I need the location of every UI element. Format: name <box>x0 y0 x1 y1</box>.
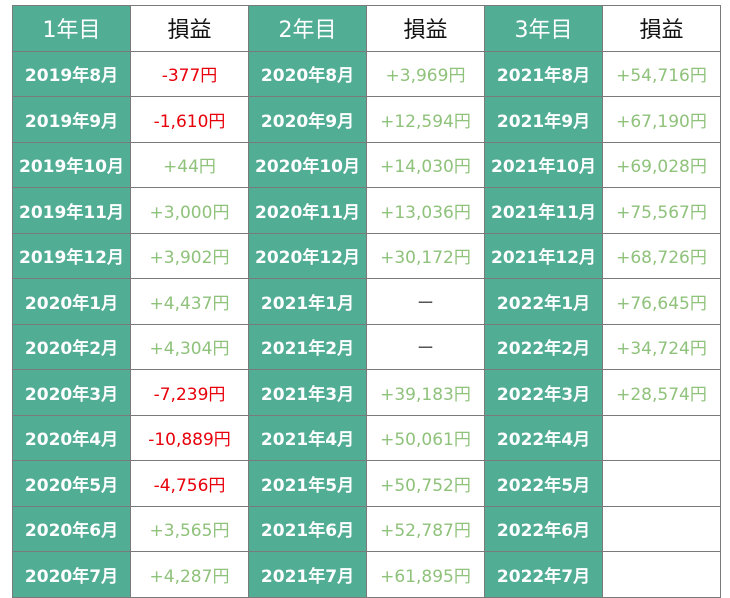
month-cell: 2021年5月 <box>248 460 367 507</box>
month-cell: 2019年9月 <box>12 96 131 143</box>
table-row: 2020年4月 -10,889円 2021年4月 +50,061円 2022年4月 <box>12 414 721 461</box>
month-cell: 2020年11月 <box>248 187 367 234</box>
pnl-value-cell: +61,895円 <box>366 551 485 598</box>
month-cell: 2019年11月 <box>12 187 131 234</box>
month-cell: 2022年3月 <box>484 369 603 416</box>
pnl-value-cell: +69,028円 <box>602 141 721 188</box>
pnl-value-cell: +34,724円 <box>602 323 721 370</box>
month-cell: 2021年3月 <box>248 369 367 416</box>
month-cell: 2021年4月 <box>248 414 367 461</box>
monthly-profit-loss-table: 1年目 損益 2年目 損益 3年目 損益 2019年8月 -377円 2020年8月… <box>12 5 721 598</box>
pnl-value-cell: +4,287円 <box>130 551 249 598</box>
empty-value-cell <box>602 460 721 507</box>
pnl-value-cell: +76,645円 <box>602 278 721 325</box>
month-cell: 2019年10月 <box>12 141 131 188</box>
month-cell: 2021年2月 <box>248 323 367 370</box>
pnl-value-cell: -1,610円 <box>130 96 249 143</box>
pnl-value-cell: -7,239円 <box>130 369 249 416</box>
month-cell: 2021年12月 <box>484 232 603 279</box>
month-cell: 2020年9月 <box>248 96 367 143</box>
empty-value-cell <box>602 414 721 461</box>
pnl-value-cell: -10,889円 <box>130 414 249 461</box>
pnl-value-cell: +4,437円 <box>130 278 249 325</box>
table-row: 2020年6月 +3,565円 2021年6月 +52,787円 2022年6月 <box>12 505 721 552</box>
empty-value-cell <box>602 551 721 598</box>
month-cell: 2021年10月 <box>484 141 603 188</box>
month-cell: 2020年10月 <box>248 141 367 188</box>
table-body: 2019年8月 -377円 2020年8月 +3,969円 2021年8月 +54,716… <box>12 50 721 598</box>
year-1-header: 1年目 <box>12 5 131 52</box>
pnl-value-cell: +14,030円 <box>366 141 485 188</box>
month-cell: 2021年6月 <box>248 505 367 552</box>
pnl-value-cell: +39,183円 <box>366 369 485 416</box>
month-cell: 2020年2月 <box>12 323 131 370</box>
table-row: 2020年5月 -4,756円 2021年5月 +50,752円 2022年5月 <box>12 460 721 507</box>
pnl-value-cell: +54,716円 <box>602 50 721 97</box>
pnl-value-cell: ー <box>366 278 485 325</box>
pnl-value-cell: ー <box>366 323 485 370</box>
month-cell: 2021年11月 <box>484 187 603 234</box>
month-cell: 2020年7月 <box>12 551 131 598</box>
month-cell: 2022年7月 <box>484 551 603 598</box>
empty-value-cell <box>602 505 721 552</box>
month-cell: 2020年5月 <box>12 460 131 507</box>
pnl-value-cell: +30,172円 <box>366 232 485 279</box>
pnl-value-cell: +4,304円 <box>130 323 249 370</box>
month-cell: 2020年8月 <box>248 50 367 97</box>
month-cell: 2019年8月 <box>12 50 131 97</box>
month-cell: 2021年7月 <box>248 551 367 598</box>
table-row: 2020年7月 +4,287円 2021年7月 +61,895円 2022年7月 <box>12 551 721 598</box>
pnl-value-cell: +50,061円 <box>366 414 485 461</box>
pnl-value-cell: +67,190円 <box>602 96 721 143</box>
pnl-value-cell: +3,565円 <box>130 505 249 552</box>
month-cell: 2021年9月 <box>484 96 603 143</box>
pnl-value-cell: -4,756円 <box>130 460 249 507</box>
month-cell: 2022年4月 <box>484 414 603 461</box>
profit-loss-sheet: 1年目 損益 2年目 損益 3年目 損益 2019年8月 -377円 2020年8月… <box>12 5 721 598</box>
month-cell: 2020年4月 <box>12 414 131 461</box>
pnl-value-cell: +3,969円 <box>366 50 485 97</box>
month-cell: 2020年6月 <box>12 505 131 552</box>
pnl-value-cell: +50,752円 <box>366 460 485 507</box>
month-cell: 2021年8月 <box>484 50 603 97</box>
pnl-value-cell: +3,000円 <box>130 187 249 234</box>
table-row: 2020年2月 +4,304円 2021年2月ー 2022年2月 +34,724円 <box>12 323 721 370</box>
month-cell: 2020年1月 <box>12 278 131 325</box>
month-cell: 2021年1月 <box>248 278 367 325</box>
pnl-value-cell: +13,036円 <box>366 187 485 234</box>
pnl-value-cell: +28,574円 <box>602 369 721 416</box>
pnl-value-cell: +44円 <box>130 141 249 188</box>
month-cell: 2019年12月 <box>12 232 131 279</box>
pnl-value-cell: +3,902円 <box>130 232 249 279</box>
month-cell: 2020年3月 <box>12 369 131 416</box>
header-row: 1年目 損益 2年目 損益 3年目 損益 <box>12 5 721 52</box>
table-row: 2019年11月 +3,000円 2020年11月 +13,036円 2021年11月 +… <box>12 187 721 234</box>
month-cell: 2022年5月 <box>484 460 603 507</box>
year-3-pnl-header: 損益 <box>602 5 721 52</box>
month-cell: 2020年12月 <box>248 232 367 279</box>
year-3-header: 3年目 <box>484 5 603 52</box>
pnl-value-cell: +52,787円 <box>366 505 485 552</box>
month-cell: 2022年2月 <box>484 323 603 370</box>
pnl-value-cell: +68,726円 <box>602 232 721 279</box>
year-2-pnl-header: 損益 <box>366 5 485 52</box>
month-cell: 2022年1月 <box>484 278 603 325</box>
pnl-value-cell: -377円 <box>130 50 249 97</box>
month-cell: 2022年6月 <box>484 505 603 552</box>
table-row: 2019年12月 +3,902円 2020年12月 +30,172円 2021年12月 +… <box>12 232 721 279</box>
table-row: 2019年8月 -377円 2020年8月 +3,969円 2021年8月 +54,716… <box>12 50 721 97</box>
year-1-pnl-header: 損益 <box>130 5 249 52</box>
table-row: 2020年1月 +4,437円 2021年1月ー 2022年1月 +76,645円 <box>12 278 721 325</box>
table-row: 2020年3月 -7,239円 2021年3月 +39,183円 2022年3月 +28,… <box>12 369 721 416</box>
table-row: 2019年9月 -1,610円 2020年9月 +12,594円 2021年9月 +67,… <box>12 96 721 143</box>
table-row: 2019年10月 +44円 2020年10月 +14,030円 2021年10月 +69,… <box>12 141 721 188</box>
year-2-header: 2年目 <box>248 5 367 52</box>
pnl-value-cell: +75,567円 <box>602 187 721 234</box>
pnl-value-cell: +12,594円 <box>366 96 485 143</box>
